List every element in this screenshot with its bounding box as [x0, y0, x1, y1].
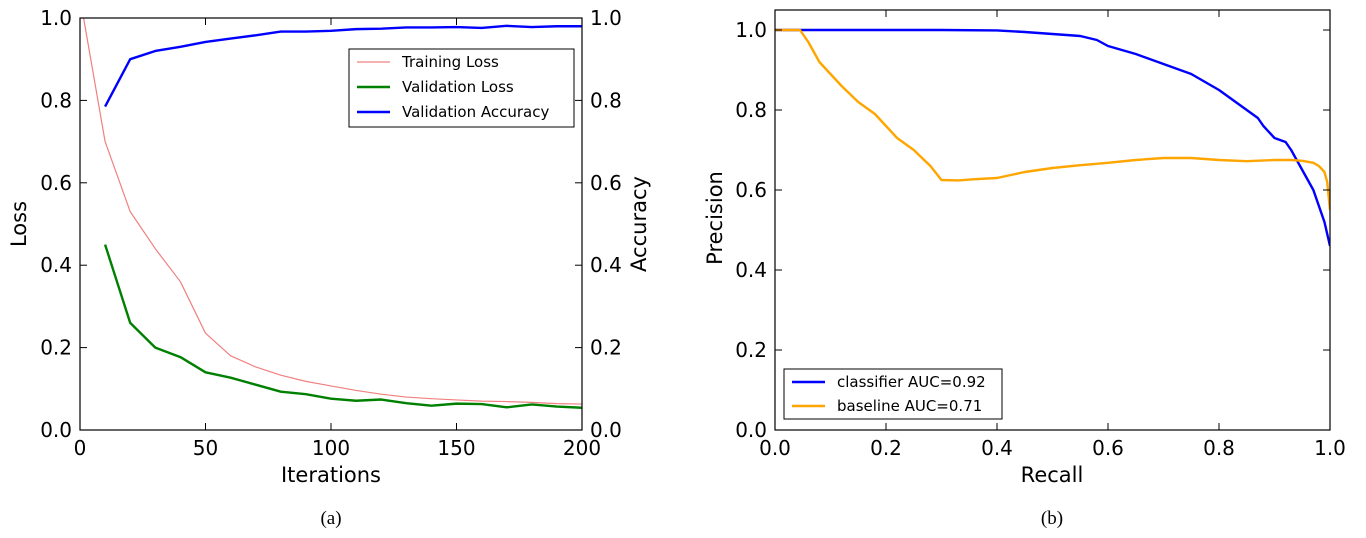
- panel-a-series-clip: [82, 18, 582, 409]
- legend-label-validation-loss: Validation Loss: [402, 78, 514, 96]
- panel-a-y2tick-label: 0.0: [590, 418, 622, 442]
- panel-a-ytick-label: 0.2: [40, 336, 72, 360]
- panel-a-caption: (a): [320, 508, 341, 529]
- panel-b-ylabel: Precision: [703, 171, 727, 265]
- panel-b-xtick-label: 1.0: [1314, 436, 1346, 460]
- panel-a-ticks: 0 50 100 150 2000.00.20.40.60.81.00.00.20.40…: [40, 6, 622, 460]
- panel-b-plot-frame: [774, 9, 1331, 431]
- panel-b-xtick-label: 0.8: [1203, 436, 1235, 460]
- panel-b-ticks: 0.0 0.2 0.4 0.6 0.8 1.0 0.0 0.2 0.4 0.6 0.8 1.0: [735, 10, 1346, 460]
- legend-entry-validation-accuracy: Validation Accuracy: [357, 103, 549, 121]
- panel-a-y2tick-label: 0.4: [590, 253, 622, 277]
- panel-a-y2tick-label: 1.0: [590, 6, 622, 30]
- legend-entry-training-loss: Training Loss: [357, 53, 499, 71]
- series-line-validation-accuracy: [104, 24, 582, 108]
- panel-b-ytick-label: 0.2: [735, 338, 767, 362]
- legend-entry-validation-loss: Validation Loss: [357, 78, 514, 96]
- legend-label-baseline: baseline AUC=0.71: [837, 397, 982, 415]
- panel-b-precision-recall: 0.0 0.2 0.4 0.6 0.8 1.0 0.0 0.2 0.4 0.6 0.8 1.0 Rec…: [703, 9, 1346, 529]
- panel-a-series-layer: [82, 18, 582, 409]
- panel-b-ytick-label: 0.6: [735, 178, 767, 202]
- legend-label-validation-accuracy: Validation Accuracy: [402, 103, 549, 121]
- panel-b-legend: classifier AUC=0.92 baseline AUC=0.71: [783, 368, 1003, 420]
- panel-a-xtick-label: 0: [74, 436, 87, 460]
- series-line-training-loss: [82, 18, 582, 405]
- panel-b-xtick-label: 0.0: [759, 436, 791, 460]
- panel-b-caption: (b): [1041, 508, 1063, 529]
- panel-b-xtick-label: 0.6: [1092, 436, 1124, 460]
- panel-a-ytick-label: 0.4: [40, 253, 72, 277]
- panel-b-legend-box: [783, 368, 1003, 420]
- panel-b-series-layer: [775, 28, 1330, 247]
- panel-b-ytick-label: 0.0: [735, 418, 767, 442]
- panel-a-xtick-label: 100: [312, 436, 350, 460]
- panel-b-ytick-label: 0.8: [735, 98, 767, 122]
- panel-b-ytick-label: 1.0: [735, 18, 767, 42]
- panel-b-ytick-label: 0.4: [735, 258, 767, 282]
- panel-a-xtick-label: 200: [563, 436, 601, 460]
- panel-a-xlabel: Iterations: [281, 463, 381, 487]
- panel-a-ytick-label: 1.0: [40, 6, 72, 30]
- series-line-classifier-auc-0-92: [775, 28, 1330, 247]
- panel-a-y2tick-label: 0.6: [590, 171, 622, 195]
- panel-b-xtick-label: 0.2: [870, 436, 902, 460]
- panel-b-xtick-label: 0.4: [981, 436, 1013, 460]
- panel-b-series-clip: [775, 28, 1330, 247]
- panel-a-xtick-label: 50: [193, 436, 218, 460]
- panel-a-y2tick-label: 0.2: [590, 336, 622, 360]
- panel-a-ylabel: Loss: [7, 201, 31, 247]
- panel-a-ytick-label: 0.8: [40, 88, 72, 112]
- panel-a-ytick-label: 0.6: [40, 171, 72, 195]
- panel-a-y2label: Accuracy: [627, 176, 651, 272]
- legend-entry-baseline: baseline AUC=0.71: [792, 397, 982, 415]
- panel-a-ytick-label: 0.0: [40, 418, 72, 442]
- legend-entry-classifier: classifier AUC=0.92: [792, 373, 986, 391]
- series-line-validation-loss: [103, 244, 582, 409]
- panel-b-xlabel: Recall: [1021, 463, 1084, 487]
- panel-a-training-curves: 0 50 100 150 2000.00.20.40.60.81.00.00.20.40…: [7, 6, 651, 529]
- panel-a-y2tick-label: 0.8: [590, 88, 622, 112]
- panel-a-xtick-label: 150: [437, 436, 475, 460]
- series-line-baseline-auc-0-71: [775, 28, 1330, 211]
- legend-label-classifier: classifier AUC=0.92: [837, 373, 986, 391]
- legend-label-training-loss: Training Loss: [401, 53, 499, 71]
- panel-a-legend: Training Loss Validation Loss Validation…: [348, 48, 575, 128]
